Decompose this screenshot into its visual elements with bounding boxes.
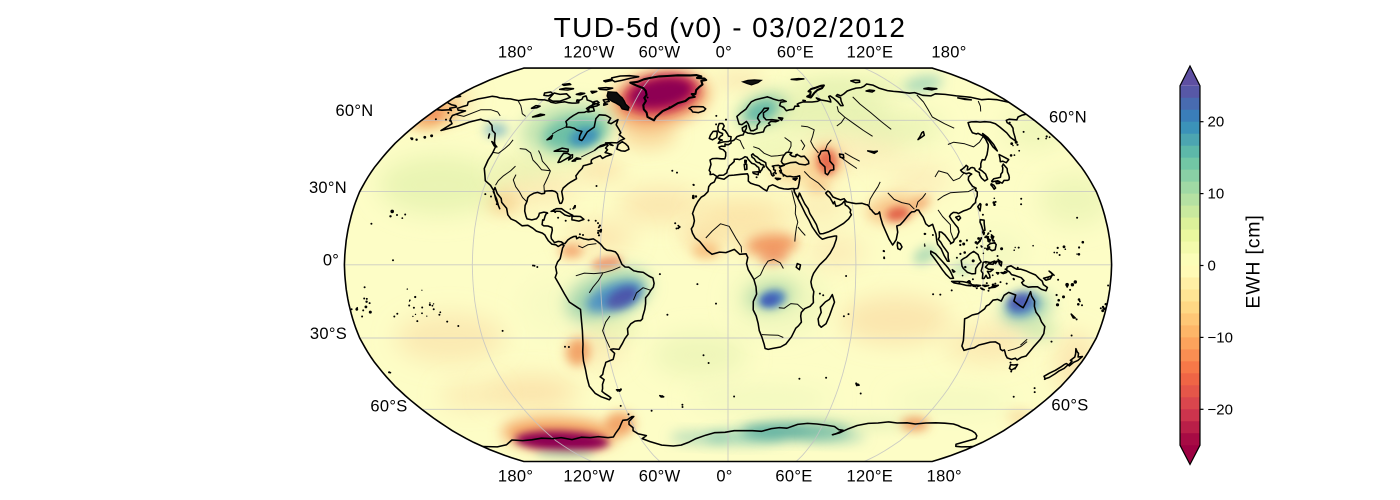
svg-text:120°W: 120°W bbox=[563, 43, 614, 61]
svg-text:−10: −10 bbox=[1208, 329, 1233, 346]
svg-text:120°W: 120°W bbox=[563, 468, 614, 486]
svg-text:0°: 0° bbox=[716, 468, 732, 486]
svg-text:60°E: 60°E bbox=[775, 468, 812, 486]
svg-text:10: 10 bbox=[1208, 186, 1225, 203]
svg-text:60°N: 60°N bbox=[335, 102, 373, 120]
svg-text:60°E: 60°E bbox=[777, 43, 814, 61]
svg-text:EWH [cm]: EWH [cm] bbox=[1243, 214, 1265, 308]
svg-text:180°: 180° bbox=[931, 43, 966, 61]
svg-text:60°W: 60°W bbox=[639, 43, 681, 61]
svg-text:60°N: 60°N bbox=[1049, 108, 1087, 126]
svg-text:30°N: 30°N bbox=[309, 179, 347, 197]
svg-text:TUD-5d (v0) - 03/02/2012: TUD-5d (v0) - 03/02/2012 bbox=[554, 12, 907, 43]
svg-text:180°: 180° bbox=[927, 468, 962, 486]
svg-text:20: 20 bbox=[1208, 114, 1225, 131]
svg-text:−20: −20 bbox=[1208, 401, 1233, 418]
svg-text:0°: 0° bbox=[323, 251, 339, 269]
svg-text:60°S: 60°S bbox=[370, 398, 407, 416]
svg-text:60°W: 60°W bbox=[639, 468, 681, 486]
svg-text:30°S: 30°S bbox=[310, 325, 347, 343]
svg-text:120°E: 120°E bbox=[847, 43, 894, 61]
svg-text:180°: 180° bbox=[498, 468, 533, 486]
svg-text:120°E: 120°E bbox=[846, 468, 893, 486]
svg-text:0: 0 bbox=[1208, 258, 1216, 275]
svg-text:180°: 180° bbox=[498, 43, 533, 61]
svg-text:60°S: 60°S bbox=[1051, 396, 1088, 414]
svg-text:0°: 0° bbox=[716, 43, 732, 61]
